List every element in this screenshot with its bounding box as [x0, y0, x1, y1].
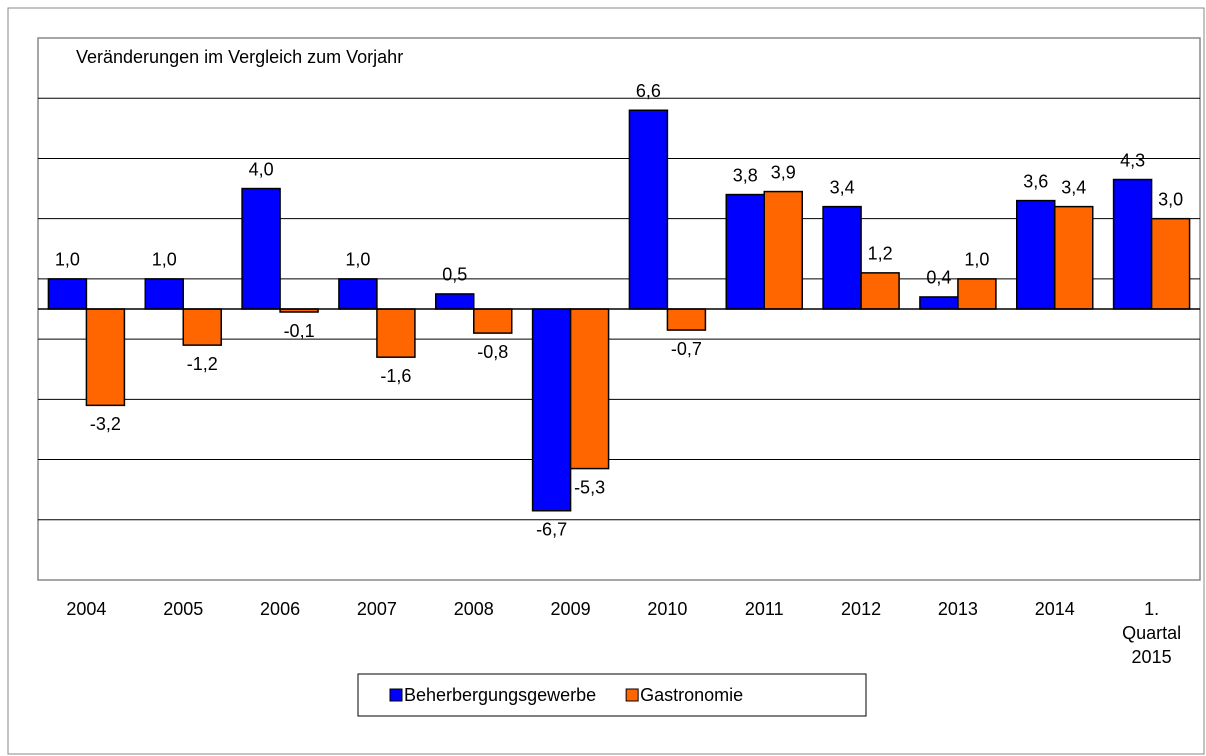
x-tick-label: 2011: [745, 599, 784, 619]
value-label: -0,1: [284, 321, 315, 341]
bar: [85, 308, 126, 407]
legend-label: Beherbergungsgewerbe: [404, 685, 596, 705]
bar: [241, 187, 281, 310]
x-tick-label: 2006: [260, 599, 300, 619]
bar: [376, 308, 416, 358]
bar: [919, 296, 959, 310]
bar: [860, 272, 900, 310]
value-label: 0,5: [442, 265, 467, 285]
x-tick-label: 2012: [841, 599, 881, 619]
legend-swatch: [389, 688, 403, 702]
value-label: -6,7: [536, 519, 567, 539]
value-label: 1,2: [868, 244, 893, 264]
value-label: 3,6: [1023, 171, 1048, 191]
bar: [182, 308, 222, 346]
bar: [531, 308, 572, 512]
value-label: 3,4: [1061, 177, 1086, 197]
x-tick-label: 2013: [938, 599, 978, 619]
value-label: 0,4: [926, 268, 951, 288]
x-tick-label: 2004: [66, 599, 106, 619]
value-label: 3,9: [771, 162, 796, 182]
bar: [1054, 205, 1094, 310]
x-tick-label: 2014: [1035, 599, 1075, 619]
chart-subtitle: Veränderungen im Vergleich zum Vorjahr: [76, 47, 403, 67]
bar: [338, 278, 378, 310]
bar: [473, 308, 513, 334]
value-label: 3,8: [733, 165, 758, 185]
bar: [47, 278, 88, 310]
bar: [569, 308, 610, 470]
value-label: -3,2: [90, 414, 121, 434]
value-label: 1,0: [345, 250, 370, 270]
value-label: 4,0: [249, 159, 274, 179]
legend: [357, 673, 867, 717]
bar: [628, 109, 669, 310]
x-tick-label: 2008: [454, 599, 494, 619]
x-tick-label: 2009: [551, 599, 591, 619]
frame: [7, 7, 1205, 755]
value-label: 1,0: [55, 250, 80, 270]
bar: [763, 190, 803, 310]
value-label: -1,6: [380, 366, 411, 386]
bar: [1112, 178, 1153, 310]
bar: [822, 205, 862, 310]
value-label: 1,0: [152, 250, 177, 270]
x-tick-label: 2005: [163, 599, 203, 619]
bar: [725, 193, 765, 310]
x-tick-label: 2007: [357, 599, 397, 619]
bar: [1150, 217, 1191, 310]
value-label: 3,4: [830, 177, 855, 197]
bar: [144, 278, 184, 310]
value-label: -5,3: [574, 477, 605, 497]
bar: [1016, 199, 1056, 310]
value-label: 3,0: [1158, 189, 1183, 209]
value-label: -0,8: [477, 342, 508, 362]
value-label: 1,0: [964, 250, 989, 270]
x-tick-label: 2010: [647, 599, 687, 619]
bar: [957, 278, 997, 310]
value-label: 4,3: [1120, 150, 1145, 170]
bar: [435, 293, 475, 310]
legend-swatch: [625, 688, 639, 702]
x-tick-label: 1. Quartal 2015: [1122, 599, 1181, 667]
bar: [666, 308, 707, 331]
legend-label: Gastronomie: [640, 685, 743, 705]
value-label: -1,2: [187, 354, 218, 374]
value-label: 6,6: [636, 81, 661, 101]
value-label: -0,7: [671, 339, 702, 359]
